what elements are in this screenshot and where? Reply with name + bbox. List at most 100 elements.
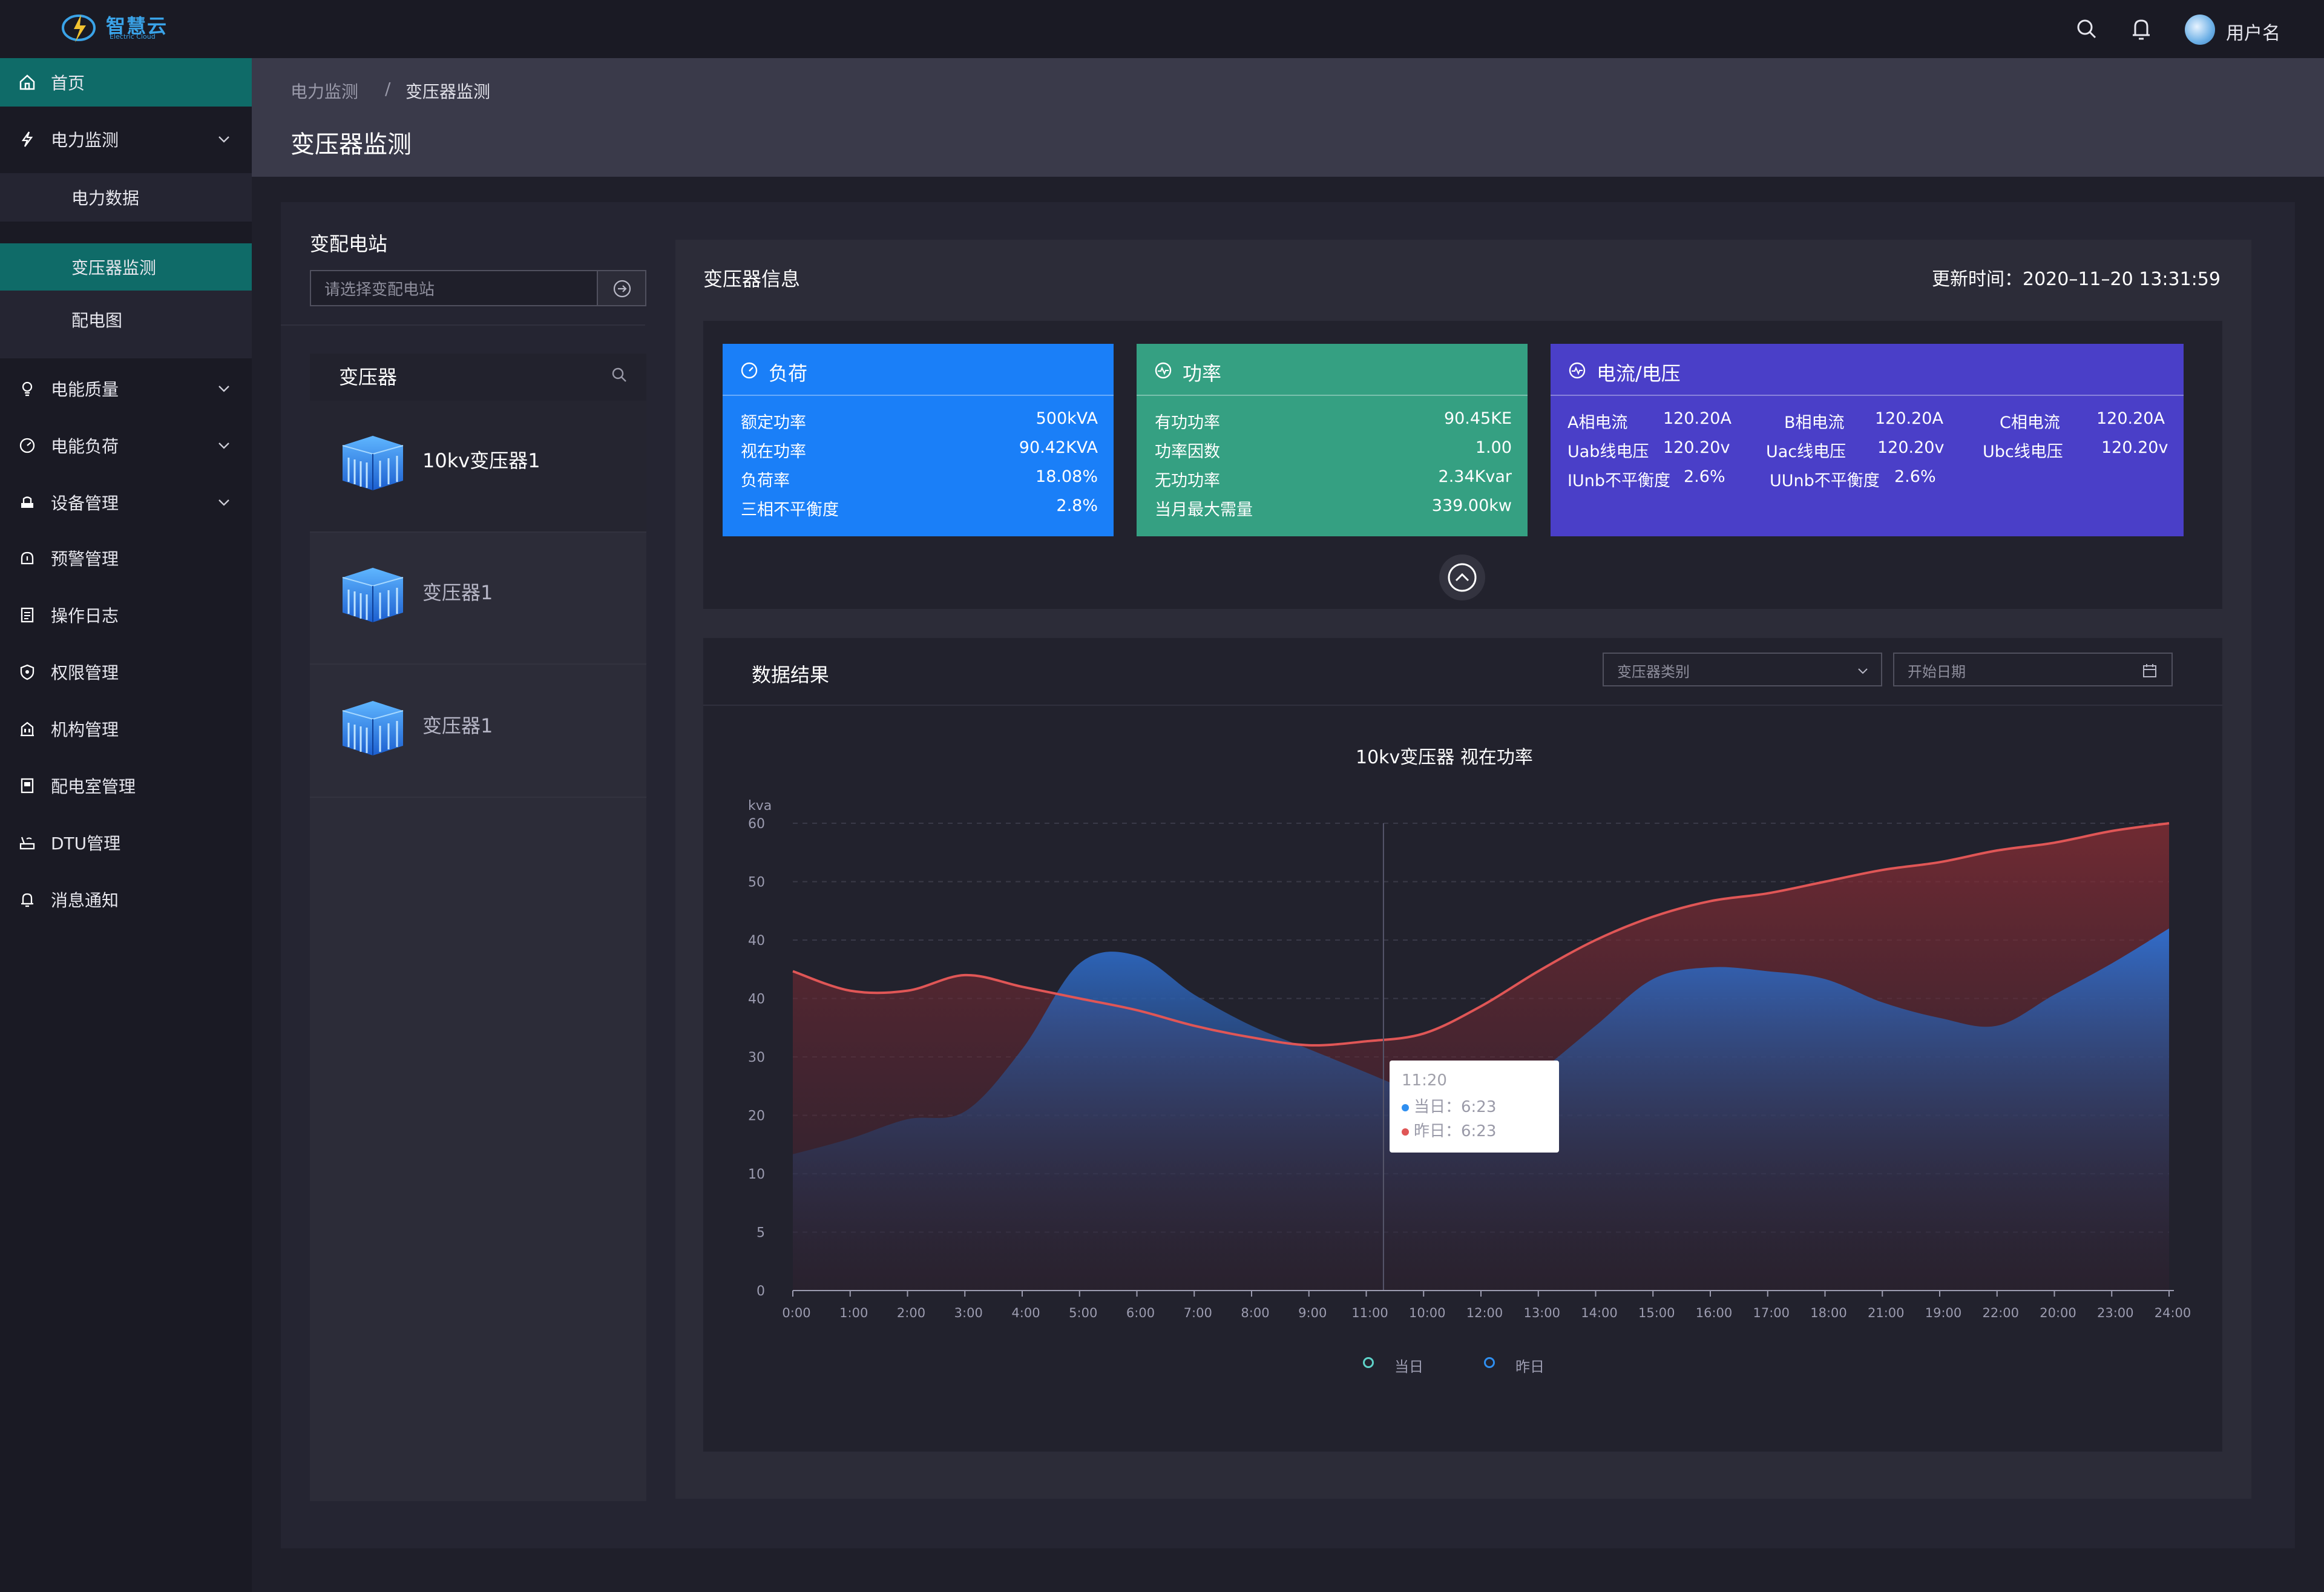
sidebar-item-org-mgmt[interactable]: 机构管理 (0, 705, 252, 753)
transformer-list-item[interactable]: 变压器1 (310, 666, 646, 798)
x-tick-label: 3:00 (954, 1306, 983, 1320)
start-date-picker[interactable] (1893, 653, 2173, 686)
transformer-list-panel (310, 354, 646, 1501)
transformer-type-placeholder: 变压器类别 (1617, 663, 1690, 680)
search-icon[interactable] (610, 366, 629, 385)
card-row: 负荷率 18.08% (741, 467, 1098, 492)
sidebar-item-home[interactable]: 首页 (0, 58, 252, 107)
sidebar-item-power-monitor[interactable]: 电力监测 (0, 115, 252, 163)
field-value: 120.20v (2101, 438, 2168, 457)
field-label: 视在功率 (741, 442, 806, 461)
power-card: 功率 有功功率 90.45KE 功率因数 1.00 无功功率 2.34Kvar 当月最… (1137, 344, 1528, 536)
top-bar (0, 0, 2324, 58)
pulse-icon (1569, 362, 1586, 379)
x-tick-label: 9:00 (1298, 1306, 1327, 1320)
sidebar-item-permission-mgmt[interactable]: 权限管理 (0, 648, 252, 696)
bell-icon[interactable] (2129, 16, 2153, 42)
x-tick-label: 7:00 (1184, 1306, 1212, 1320)
sidebar-item-label: 预警管理 (51, 549, 119, 569)
divider (703, 705, 2222, 706)
transformer-type-select[interactable] (1603, 653, 1882, 686)
x-tick-label: 5:00 (1069, 1306, 1097, 1320)
x-tick-label: 18:00 (1810, 1306, 1847, 1320)
y-tick-label: 30 (748, 1050, 765, 1065)
divider (281, 324, 645, 326)
card-row: 三相不平衡度 2.8% (741, 496, 1098, 521)
station-select-input[interactable] (310, 270, 598, 306)
avatar[interactable] (2185, 15, 2215, 45)
legend-dot (1402, 1104, 1409, 1111)
chevron-down-icon (218, 442, 229, 449)
chevron-down-icon (1858, 668, 1868, 674)
sidebar-subitem-transformer-monitor[interactable]: 变压器监测 (0, 243, 252, 291)
home-icon (19, 74, 35, 90)
transformer-list-item[interactable]: 10kv变压器1 (310, 401, 646, 533)
transformer-name: 变压器1 (422, 714, 493, 737)
field-label: Ubc线电压 (1983, 442, 2063, 461)
sidebar-item-label: 变压器监测 (71, 258, 157, 278)
field-label: 额定功率 (741, 413, 806, 432)
y-tick-label: 10 (748, 1167, 765, 1182)
sidebar-item-label: 首页 (51, 73, 85, 93)
breadcrumb-separator: / (385, 79, 391, 99)
sidebar-item-dtu-mgmt[interactable]: DTU管理 (0, 818, 252, 867)
sidebar-item-device-mgmt[interactable]: 设备管理 (0, 478, 252, 527)
transformer-list-item[interactable]: 变压器1 (310, 533, 646, 665)
sidebar-item-label: 配电图 (71, 311, 123, 331)
field-value: 2.8% (1056, 496, 1098, 515)
bulb-icon (22, 381, 33, 396)
tooltip-text: 当日：6:23 (1414, 1098, 1497, 1116)
sidebar: 首页 电力监测 电力数据 变压器监测 配电图 电能质量 电能负荷 设备管理 预警… (0, 58, 252, 1592)
search-icon[interactable] (2075, 17, 2099, 41)
series-area-today (793, 928, 2169, 1291)
sidebar-subitem-power-data[interactable]: 电力数据 (0, 173, 252, 222)
transformer-list-title: 变压器 (339, 366, 398, 389)
sidebar-item-label: 电力数据 (71, 188, 140, 208)
sidebar-item-room-mgmt[interactable]: 配电室管理 (0, 761, 252, 810)
pulse-icon (1155, 362, 1172, 379)
y-tick-label: 0 (757, 1284, 765, 1299)
sidebar-subitem-distribution-diagram[interactable]: 配电图 (0, 291, 252, 358)
tooltip-text: 昨日：6:23 (1414, 1122, 1497, 1140)
transformer-name: 10kv变压器1 (422, 449, 540, 472)
field-value: 120.20A (1875, 409, 1943, 428)
sidebar-item-power-quality[interactable]: 电能质量 (0, 364, 252, 413)
sidebar-item-notifications[interactable]: 消息通知 (0, 875, 252, 924)
card-title: 功率 (1183, 362, 1222, 385)
field-label: IUnb不平衡度 (1567, 472, 1670, 490)
field-value: 120.20A (2096, 409, 2165, 428)
field-label: 无功功率 (1155, 472, 1220, 490)
router-icon (19, 837, 35, 850)
station-go-button[interactable] (597, 270, 646, 306)
start-date-placeholder: 开始日期 (1908, 663, 1966, 680)
field-value: 500kVA (1036, 409, 1098, 428)
legend-label: 当日 (1394, 1358, 1423, 1375)
y-axis-label: kva (748, 798, 772, 814)
breadcrumb-item[interactable]: 电力监测 (290, 82, 359, 102)
sidebar-item-label: 电能质量 (51, 380, 119, 400)
field-value: 18.08% (1036, 467, 1098, 486)
x-tick-label: 11:00 (1351, 1306, 1388, 1320)
chart-title: 10kv变压器 视在功率 (1356, 747, 1533, 768)
sidebar-item-label: 电力监测 (51, 130, 119, 150)
y-tick-label: 40 (748, 992, 765, 1007)
load-card: 负荷 额定功率 500kVA 视在功率 90.42KVA 负荷率 18.08% 三相不… (723, 344, 1114, 536)
card-header: 功率 (1137, 344, 1528, 396)
card-title: 负荷 (769, 362, 808, 385)
x-tick-label: 8:00 (1241, 1306, 1269, 1320)
field-label: Uab线电压 (1567, 442, 1649, 461)
transformer-icon (342, 701, 404, 755)
collapse-button[interactable] (1438, 553, 1486, 602)
y-tick-label: 20 (748, 1109, 765, 1124)
sidebar-item-alarm-mgmt[interactable]: 预警管理 (0, 534, 252, 582)
x-tick-label: 20:00 (2040, 1306, 2076, 1320)
transformer-list-header (310, 354, 646, 401)
card-row: 功率因数 1.00 (1155, 438, 1512, 462)
field-label: 当月最大需量 (1155, 501, 1253, 519)
sidebar-item-power-load[interactable]: 电能负荷 (0, 421, 252, 470)
logo-text: 智慧云 (106, 15, 168, 38)
device-icon (21, 496, 33, 508)
arrow-right-circle-icon (613, 280, 631, 298)
sidebar-item-operation-log[interactable]: 操作日志 (0, 591, 252, 639)
username[interactable]: 用户名 (2226, 23, 2280, 44)
